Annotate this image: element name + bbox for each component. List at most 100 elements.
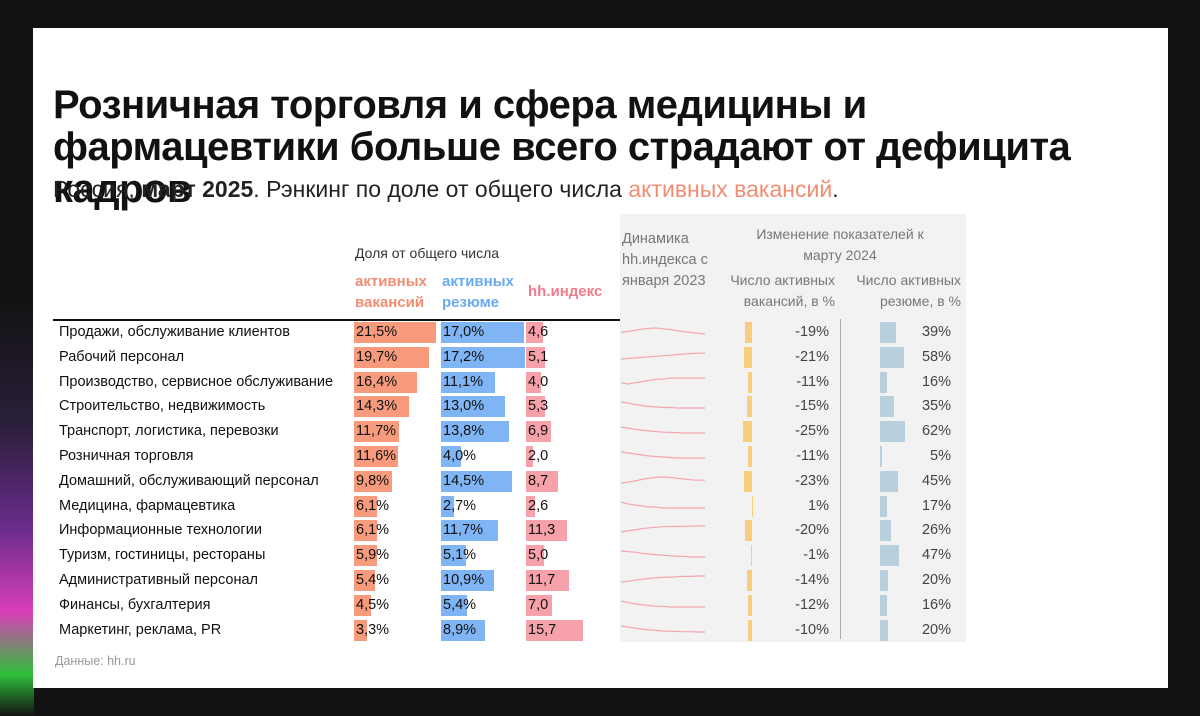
resumes-bar	[441, 371, 496, 393]
vacancies-bar	[354, 322, 437, 343]
sparkline-path	[621, 376, 705, 385]
vacancies-value: 11,6%	[356, 448, 397, 464]
table-row: Транспорт, логистика, перевозки 11,7% 13,8…	[33, 419, 1168, 444]
header-dynamics: Динамика hh.индекса с января 2023	[622, 231, 708, 289]
subtitle-period: март 2025	[141, 176, 254, 202]
table-row: Строительство, недвижимость 14,3% 13,0% 5,3…	[33, 394, 1168, 419]
header-rule	[53, 319, 620, 321]
resumes-value: 11,7%	[443, 522, 484, 539]
vacancies-bar	[354, 446, 399, 467]
hh-index-value: 5,1	[528, 348, 549, 365]
table-row: Административный персонал 5,4% 10,9% 11,7 -1…	[33, 568, 1168, 593]
hh-index-sparkline	[621, 376, 705, 385]
change-vacancies-bar	[743, 421, 752, 443]
change-resumes-value: 20%	[921, 572, 951, 588]
vacancies-value: 9,8%	[356, 472, 390, 489]
change-resumes-bar	[880, 371, 887, 393]
change-resumes-value: 58%	[921, 348, 951, 365]
hh-index-bar	[526, 346, 545, 368]
change-resumes-value: 26%	[921, 522, 951, 539]
change-vacancies-value: -14%	[795, 572, 829, 588]
change-vacancies-value: -21%	[795, 348, 829, 365]
hh-index-bar	[526, 396, 546, 418]
category-label: Финансы, бухгалтерия	[59, 596, 211, 613]
hh-index-value: 6,9	[528, 423, 549, 440]
change-vacancies-value: -20%	[795, 522, 829, 539]
change-vacancies-value: -11%	[796, 448, 829, 464]
hh-index-sparkline	[621, 401, 705, 409]
hh-index-sparkline	[621, 525, 705, 533]
vacancies-bar	[354, 346, 430, 368]
sparkline-path	[621, 426, 705, 434]
change-vacancies-bar	[745, 322, 752, 343]
hh-index-value: 5,3	[528, 398, 549, 415]
category-label: Розничная торговля	[59, 448, 194, 464]
change-resumes-bar	[880, 470, 899, 492]
resumes-value: 13,0%	[443, 398, 485, 415]
table-row: Медицина, фармацевтика 6,1% 2,7% 2,6 1% 17%	[33, 494, 1168, 519]
hh-index-sparkline	[621, 352, 705, 360]
hh-index-sparkline	[621, 327, 705, 335]
resumes-value: 8,9%	[443, 621, 477, 638]
table-row: Финансы, бухгалтерия 4,5% 5,4% 7,0 -12% 16%	[33, 593, 1168, 618]
resumes-bar	[441, 446, 461, 467]
change-resumes-bar	[880, 520, 891, 542]
hh-index-sparkline	[621, 624, 705, 633]
resumes-bar	[441, 421, 509, 443]
resumes-bar	[441, 396, 505, 418]
vacancies-value: 5,4%	[356, 572, 390, 588]
change-resumes-value: 17%	[921, 497, 951, 514]
change-resumes-bar	[880, 619, 889, 641]
category-label: Домашний, обслуживающий персонал	[59, 472, 319, 489]
hh-index-bar	[526, 470, 558, 492]
change-resumes-value: 16%	[921, 596, 951, 613]
hh-index-bar	[526, 371, 541, 393]
vacancies-bar	[354, 371, 417, 393]
change-resumes-bar	[880, 495, 887, 517]
sparkline-path	[621, 327, 705, 335]
table-row: Розничная торговля 11,6% 4,0% 2,0 -11% 5%	[33, 444, 1168, 469]
change-resumes-bar	[880, 346, 904, 368]
hh-index-bar	[526, 520, 568, 542]
change-resumes-value: 47%	[921, 547, 951, 564]
change-vacancies-value: -19%	[795, 324, 829, 340]
vacancies-value: 4,5%	[356, 596, 390, 613]
change-vacancies-value: -25%	[795, 423, 829, 440]
category-label: Производство, сервисное обслуживание	[59, 373, 334, 390]
hh-index-sparkline	[621, 575, 705, 583]
resumes-value: 17,2%	[443, 348, 485, 365]
change-vacancies-bar	[746, 396, 752, 418]
vacancies-value: 19,7%	[356, 348, 398, 365]
hh-index-sparkline	[621, 426, 705, 434]
change-resumes-bar	[880, 322, 896, 343]
resumes-value: 17,0%	[443, 324, 485, 340]
hh-index-bar	[526, 594, 552, 616]
table-row: Рабочий персонал 19,7% 17,2% 5,1 -21% 58%	[33, 345, 1168, 370]
sparkline-path	[621, 550, 705, 558]
change-vacancies-bar	[747, 594, 752, 616]
table-row: Производство, сервисное обслуживание 16,4…	[33, 370, 1168, 395]
hh-index-value: 5,0	[528, 547, 549, 564]
sparkline-path	[621, 525, 705, 533]
sparkline-path	[621, 451, 705, 459]
hh-index-bar	[526, 495, 536, 517]
change-resumes-value: 35%	[921, 398, 951, 415]
vacancies-value: 5,9%	[356, 547, 390, 564]
change-vacancies-value: -11%	[796, 373, 829, 390]
hh-index-value: 4,6	[528, 324, 549, 340]
resumes-value: 13,8%	[443, 423, 485, 440]
change-resumes-value: 45%	[921, 472, 951, 489]
change-vacancies-value: -23%	[795, 472, 829, 489]
hh-index-sparkline	[621, 476, 705, 484]
change-vacancies-value: 1%	[808, 497, 829, 514]
change-resumes-bar	[880, 421, 906, 443]
resumes-value: 14,5%	[443, 472, 485, 489]
change-vacancies-value: -1%	[803, 547, 829, 564]
change-vacancies-bar	[752, 495, 754, 517]
resumes-value: 5,4%	[443, 596, 477, 613]
resumes-value: 5,1%	[443, 547, 477, 564]
vacancies-bar	[354, 545, 377, 567]
change-resumes-bar	[880, 446, 883, 467]
change-vacancies-bar	[744, 520, 752, 542]
category-label: Маркетинг, реклама, PR	[59, 621, 222, 638]
